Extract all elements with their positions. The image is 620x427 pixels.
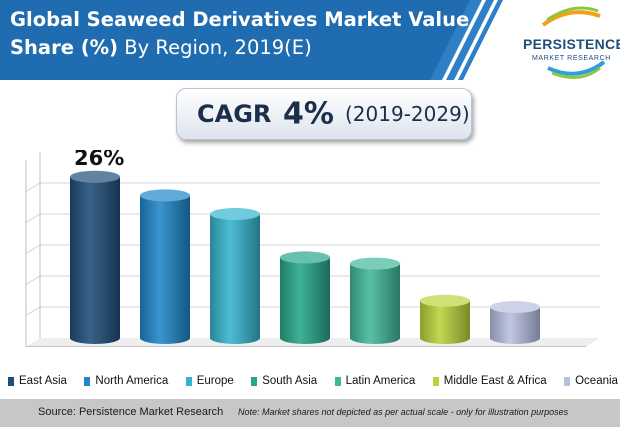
legend-label: Middle East & Africa — [443, 375, 547, 387]
gridline-depth — [25, 244, 41, 254]
legend-item: North America — [84, 375, 168, 387]
legend-item: Oceania — [564, 375, 618, 387]
data-label: 26% — [74, 150, 124, 170]
bar-south-asia — [280, 251, 330, 344]
bar-oceania — [490, 301, 540, 344]
cagr-value: 4% — [283, 96, 334, 132]
legend-swatch — [8, 376, 14, 386]
bar-body — [350, 263, 400, 344]
bar-top — [420, 294, 470, 307]
subtitle-bold: Share (%) — [10, 36, 119, 59]
cagr-label: CAGR — [197, 100, 272, 128]
bar-top — [140, 189, 190, 202]
subtitle-rest: By Region, 2019(E) — [118, 36, 312, 59]
bar-body — [70, 176, 120, 344]
bar-top — [280, 251, 330, 264]
footer-bar: Source: Persistence Market Research Note… — [0, 399, 620, 427]
bar-europe — [210, 208, 260, 344]
legend-item: South Asia — [251, 375, 317, 387]
legend-swatch — [185, 376, 192, 386]
legend-swatch — [251, 376, 258, 386]
bar-chart: 26% — [25, 150, 600, 347]
persistence-logo-mark — [541, 6, 606, 79]
bar-middle-east-africa — [420, 294, 470, 344]
bar-body — [420, 300, 470, 344]
legend-label: Europe — [196, 375, 234, 387]
bar-body — [280, 257, 330, 344]
bar-top — [490, 301, 540, 313]
bar-body — [210, 214, 260, 344]
gridline-depth — [25, 182, 41, 192]
chart-legend: East Asia North America Europe South Asia La… — [8, 372, 618, 390]
note-text: Note: Market shares not depicted as per … — [238, 407, 569, 417]
legend-item: Europe — [185, 375, 234, 387]
gridline-depth — [25, 306, 41, 316]
legend-label: Latin America — [345, 375, 416, 387]
bar-east-asia — [70, 170, 120, 344]
legend-swatch — [564, 376, 571, 386]
logo-name: PERSISTENCE — [523, 36, 620, 52]
header-banner — [0, 0, 606, 80]
bar-top — [210, 208, 260, 220]
bar-body — [140, 195, 190, 344]
cagr-period: (2019-2029) — [345, 102, 470, 126]
bar-north-america — [140, 189, 190, 344]
legend-label: South Asia — [262, 375, 318, 387]
legend-label: East Asia — [19, 375, 67, 387]
legend-label: Oceania — [575, 375, 618, 387]
chart-subtitle: Share (%) By Region, 2019(E) — [10, 36, 312, 59]
cagr-badge: CAGR 4% (2019-2029) — [176, 88, 472, 140]
gridline-depth — [25, 213, 41, 223]
bar-top — [350, 257, 400, 270]
bar-top — [70, 170, 120, 183]
legend-swatch — [432, 376, 439, 386]
gridline-depth — [25, 275, 41, 285]
legend-swatch — [334, 376, 341, 386]
legend-item: Middle East & Africa — [432, 375, 547, 387]
logo-tagline: MARKET RESEARCH — [532, 55, 611, 62]
source-text: Source: Persistence Market Research — [38, 406, 224, 418]
bar-body — [490, 307, 540, 344]
legend-item: Latin America — [334, 375, 416, 387]
legend-item: East Asia — [8, 375, 67, 387]
bar-latin-america — [350, 257, 400, 344]
legend-swatch — [84, 376, 91, 386]
chart-title: Global Seaweed Derivatives Market Value — [10, 8, 470, 31]
legend-label: North America — [95, 375, 169, 387]
